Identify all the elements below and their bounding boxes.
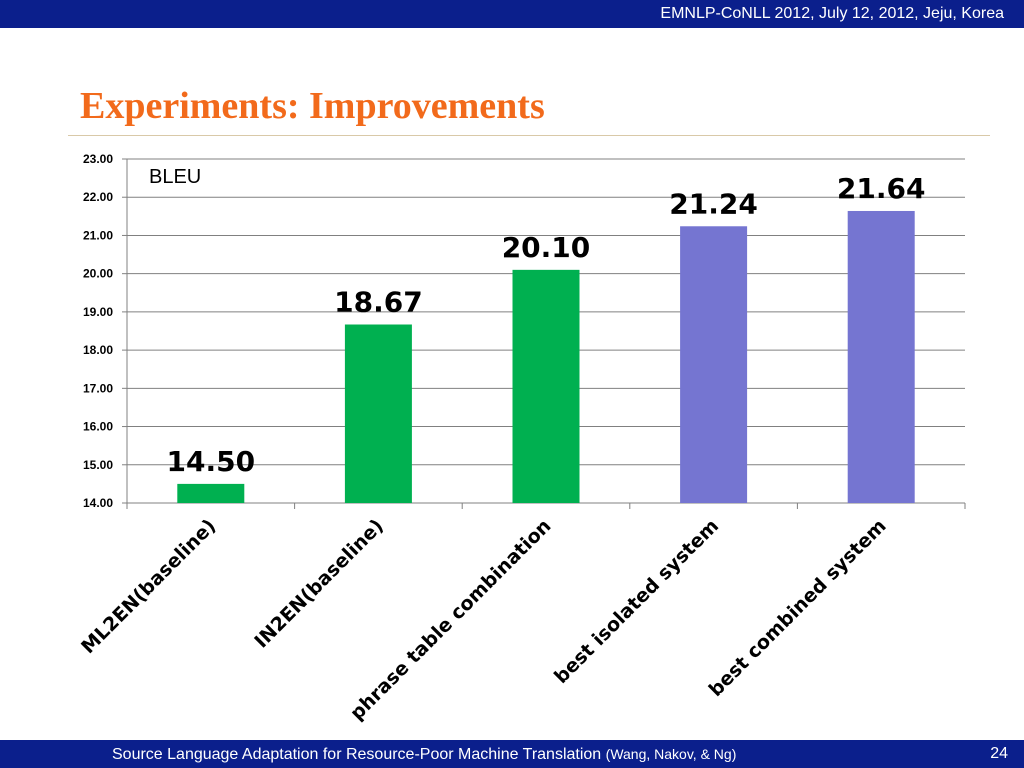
category-label: best combined system: [705, 515, 891, 701]
bar: [177, 483, 245, 503]
bar: [512, 269, 580, 503]
y-tick-label: 15.00: [83, 458, 113, 472]
data-label: 21.64: [837, 172, 926, 205]
conference-info: EMNLP-CoNLL 2012, July 12, 2012, Jeju, K…: [660, 5, 1004, 22]
footer-citation: Source Language Adaptation for Resource-…: [112, 746, 736, 764]
y-tick-label: 18.00: [83, 343, 113, 357]
y-tick-label: 14.00: [83, 496, 113, 510]
chart-bars: [177, 210, 915, 503]
y-tick-label: 16.00: [83, 420, 113, 434]
footer-authors: (Wang, Nakov, & Ng): [605, 746, 737, 762]
y-tick-label: 20.00: [83, 267, 113, 281]
bar: [344, 324, 412, 503]
title-divider: [68, 135, 990, 136]
y-tick-label: 21.00: [83, 228, 113, 242]
slide-title: Experiments: Improvements: [80, 85, 545, 127]
data-label: 20.10: [502, 231, 591, 264]
bar-chart: 14.00 15.00 16.00 17.00 18.00 19.00 20.00 21.00…: [77, 152, 966, 725]
category-label: best isolated system: [550, 515, 723, 688]
data-label: 21.24: [669, 187, 758, 220]
footer-title: Source Language Adaptation for Resource-…: [112, 746, 602, 763]
footer-bar: Source Language Adaptation for Resource-…: [0, 740, 1024, 768]
y-tick-label: 17.00: [83, 381, 113, 395]
page-number: 24: [990, 745, 1008, 762]
bar: [847, 210, 915, 503]
y-tick-label: 23.00: [83, 152, 113, 166]
header-bar: EMNLP-CoNLL 2012, July 12, 2012, Jeju, K…: [0, 0, 1024, 28]
y-tick-label: 19.00: [83, 305, 113, 319]
category-label: IN2EN(baseline): [250, 515, 388, 653]
y-axis-unit-label: BLEU: [149, 166, 201, 188]
category-label: ML2EN(baseline): [77, 515, 220, 658]
chart-labels: 14.00 15.00 16.00 17.00 18.00 19.00 20.00 21.00…: [77, 152, 925, 725]
bar: [680, 226, 748, 503]
y-tick-label: 22.00: [83, 190, 113, 204]
data-label: 18.67: [334, 286, 423, 319]
category-label: phrase table combination: [346, 515, 556, 725]
data-label: 14.50: [167, 445, 256, 478]
